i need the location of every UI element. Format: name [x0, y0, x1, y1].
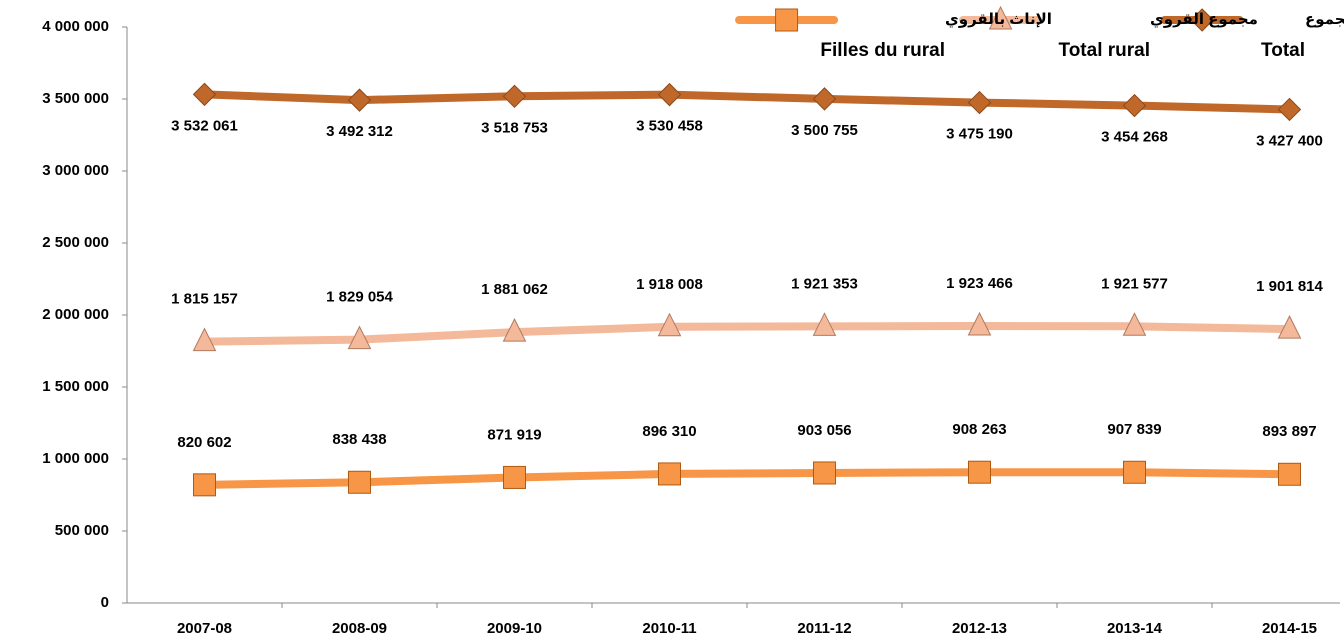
legend-label-ar: مجموع القروي — [1150, 11, 1258, 29]
x-tick-label: 2014-15 — [1262, 620, 1317, 637]
x-tick-label: 2013-14 — [1107, 620, 1163, 637]
marker — [502, 84, 527, 109]
marker — [812, 87, 837, 111]
data-label: 3 518 753 — [481, 119, 548, 136]
y-tick-label: 0 — [101, 594, 109, 611]
marker — [1122, 93, 1147, 118]
marker — [1122, 312, 1147, 336]
x-tick-label: 2012-13 — [952, 620, 1007, 637]
data-label: 1 923 466 — [946, 275, 1013, 292]
marker — [347, 325, 372, 350]
marker — [348, 470, 371, 494]
y-tick-label: 4 000 000 — [42, 18, 109, 35]
data-label: 3 492 312 — [326, 123, 393, 140]
data-label: 820 602 — [177, 434, 231, 451]
marker — [967, 90, 992, 115]
x-tick-label: 2010-11 — [642, 620, 696, 637]
data-label: 1 918 008 — [636, 276, 703, 293]
marker — [1123, 460, 1146, 484]
y-tick-label: 1 500 000 — [42, 378, 109, 395]
data-label: 903 056 — [797, 422, 851, 439]
series-line — [204, 90, 1290, 114]
marker — [988, 5, 1013, 30]
legend-label: Filles du rural — [820, 40, 945, 61]
data-label: 3 530 458 — [636, 118, 703, 135]
marker — [1278, 462, 1301, 486]
data-label: 893 897 — [1262, 423, 1316, 440]
marker — [657, 312, 682, 337]
x-tick-label: 2009-10 — [487, 620, 542, 637]
marker — [1277, 97, 1302, 122]
data-label: 3 454 268 — [1101, 129, 1168, 146]
marker — [1277, 315, 1302, 339]
marker — [502, 318, 527, 342]
y-tick-label: 3 000 000 — [42, 162, 109, 179]
x-tick-label: 2011-12 — [797, 620, 851, 637]
data-label: 3 427 400 — [1256, 132, 1323, 149]
y-tick-label: 3 500 000 — [42, 90, 109, 107]
marker — [968, 460, 991, 484]
legend-label-ar: المجموع — [1305, 11, 1344, 28]
y-tick-label: 500 000 — [55, 522, 109, 539]
marker — [813, 461, 836, 485]
series-line — [204, 468, 1290, 489]
marker — [812, 312, 837, 336]
data-label: 838 438 — [332, 431, 386, 448]
marker — [775, 8, 799, 32]
data-label: 1 881 062 — [481, 281, 548, 298]
marker — [192, 327, 217, 352]
marker — [192, 82, 217, 107]
marker — [347, 88, 372, 112]
data-label: 3 532 061 — [171, 117, 238, 134]
data-label: 1 921 577 — [1101, 275, 1168, 292]
data-label: 3 500 755 — [791, 122, 858, 139]
x-tick-label: 2007-08 — [177, 620, 232, 637]
data-label: 1 815 157 — [171, 291, 238, 308]
data-label: 1 829 054 — [326, 289, 393, 306]
y-tick-label: 2 500 000 — [42, 234, 109, 251]
marker — [658, 462, 681, 486]
data-label: 871 919 — [487, 426, 541, 443]
data-label: 1 921 353 — [791, 275, 858, 292]
data-label: 3 475 190 — [946, 126, 1013, 143]
marker — [657, 82, 682, 107]
y-tick-label: 1 000 000 — [42, 450, 109, 467]
marker — [1190, 8, 1214, 32]
legend-label-ar: الإناث بالقروي — [945, 11, 1052, 29]
marker — [503, 465, 526, 489]
y-tick-label: 2 000 000 — [42, 306, 109, 323]
legend-label: Total — [1261, 40, 1305, 61]
marker — [967, 311, 992, 336]
data-label: 1 901 814 — [1256, 278, 1323, 295]
data-label: 908 263 — [952, 421, 1006, 438]
x-tick-label: 2008-09 — [332, 620, 387, 637]
series-line — [204, 322, 1290, 346]
data-label: 907 839 — [1107, 421, 1161, 438]
marker — [193, 473, 216, 497]
data-label: 896 310 — [642, 423, 696, 440]
legend-label: Total rural — [1059, 40, 1151, 61]
